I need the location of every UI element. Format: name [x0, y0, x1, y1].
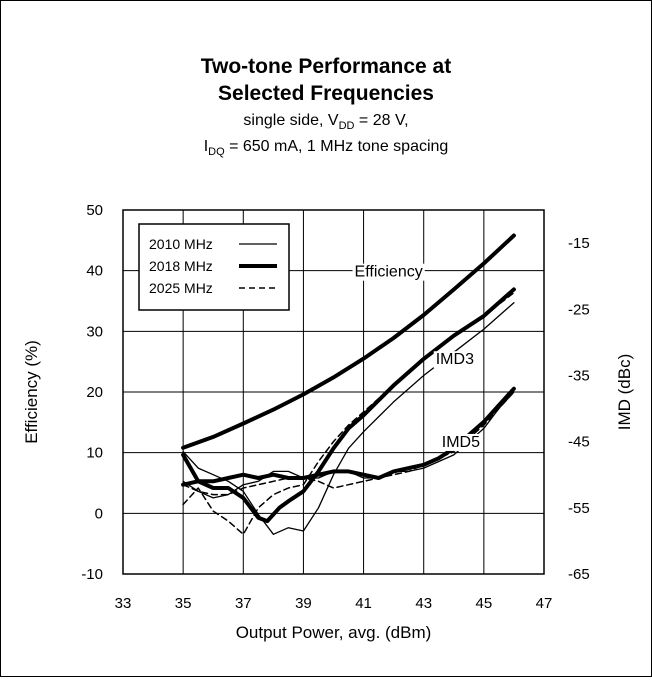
series-line-efficiency-2018-mhz	[181, 233, 516, 450]
x-tick-label: 39	[295, 595, 312, 612]
y-left-tick-label: 40	[86, 263, 103, 280]
x-tick-label: 47	[536, 595, 553, 612]
title-line-2: Selected Frequencies	[218, 82, 434, 105]
x-tick-label: 41	[355, 595, 372, 612]
y-right-tick-label: -25	[568, 301, 590, 318]
annotations: Efficiency IMD3 IMD5	[352, 263, 483, 451]
annotation-background	[433, 351, 477, 369]
subtitle-line-1: single side, VDD = 28 V,	[243, 112, 408, 132]
tick-labels: 33 35 37 39 41 43 45 47 -10 0 10 20 30 40 50 -65 -55 -45 -…	[81, 202, 589, 612]
chart-title: Two-tone Performance at Selected Frequen…	[201, 55, 451, 158]
legend-label: 2010 MHz	[149, 236, 213, 252]
y-right-tick-label: -15	[568, 235, 590, 252]
y-left-tick-label: 50	[86, 202, 103, 219]
y-left-tick-label: 10	[86, 445, 103, 462]
x-tick-label: 33	[115, 595, 132, 612]
legend: 2010 MHz 2018 MHz 2025 MHz	[138, 223, 290, 311]
y-axis-left-label: Efficiency (%)	[22, 340, 41, 444]
y-right-tick-label: -35	[568, 367, 590, 384]
legend-label: 2018 MHz	[149, 258, 213, 274]
title-line-1: Two-tone Performance at	[201, 55, 451, 78]
y-left-tick-label: 30	[86, 323, 103, 340]
x-tick-label: 37	[235, 595, 252, 612]
x-tick-label: 45	[476, 595, 493, 612]
annotation-background	[352, 263, 425, 281]
legend-label: 2025 MHz	[149, 280, 213, 296]
y-left-tick-label: 0	[95, 505, 103, 522]
annotation-imd5: IMD5	[442, 434, 480, 451]
series-line-imd3-2010-mhz	[182, 302, 515, 535]
subtitle-line-2: IDQ = 650 mA, 1 MHz tone spacing	[204, 138, 449, 158]
annotation-efficiency: Efficiency	[355, 264, 423, 281]
y-right-tick-label: -55	[568, 500, 590, 517]
y-left-tick-label: -10	[81, 566, 103, 583]
y-axis-right-label: IMD (dBc)	[615, 354, 634, 431]
y-left-tick-label: 20	[86, 384, 103, 401]
x-tick-label: 35	[175, 595, 192, 612]
annotation-background	[439, 433, 483, 451]
y-right-tick-label: -65	[568, 566, 590, 583]
annotation-imd3: IMD3	[436, 351, 474, 368]
series-layer	[181, 233, 516, 536]
x-tick-label: 43	[415, 595, 432, 612]
series-line-imd3-2018-mhz	[181, 287, 516, 524]
plot-area	[122, 209, 545, 575]
y-right-tick-label: -45	[568, 434, 590, 451]
x-axis-label: Output Power, avg. (dBm)	[236, 623, 432, 642]
